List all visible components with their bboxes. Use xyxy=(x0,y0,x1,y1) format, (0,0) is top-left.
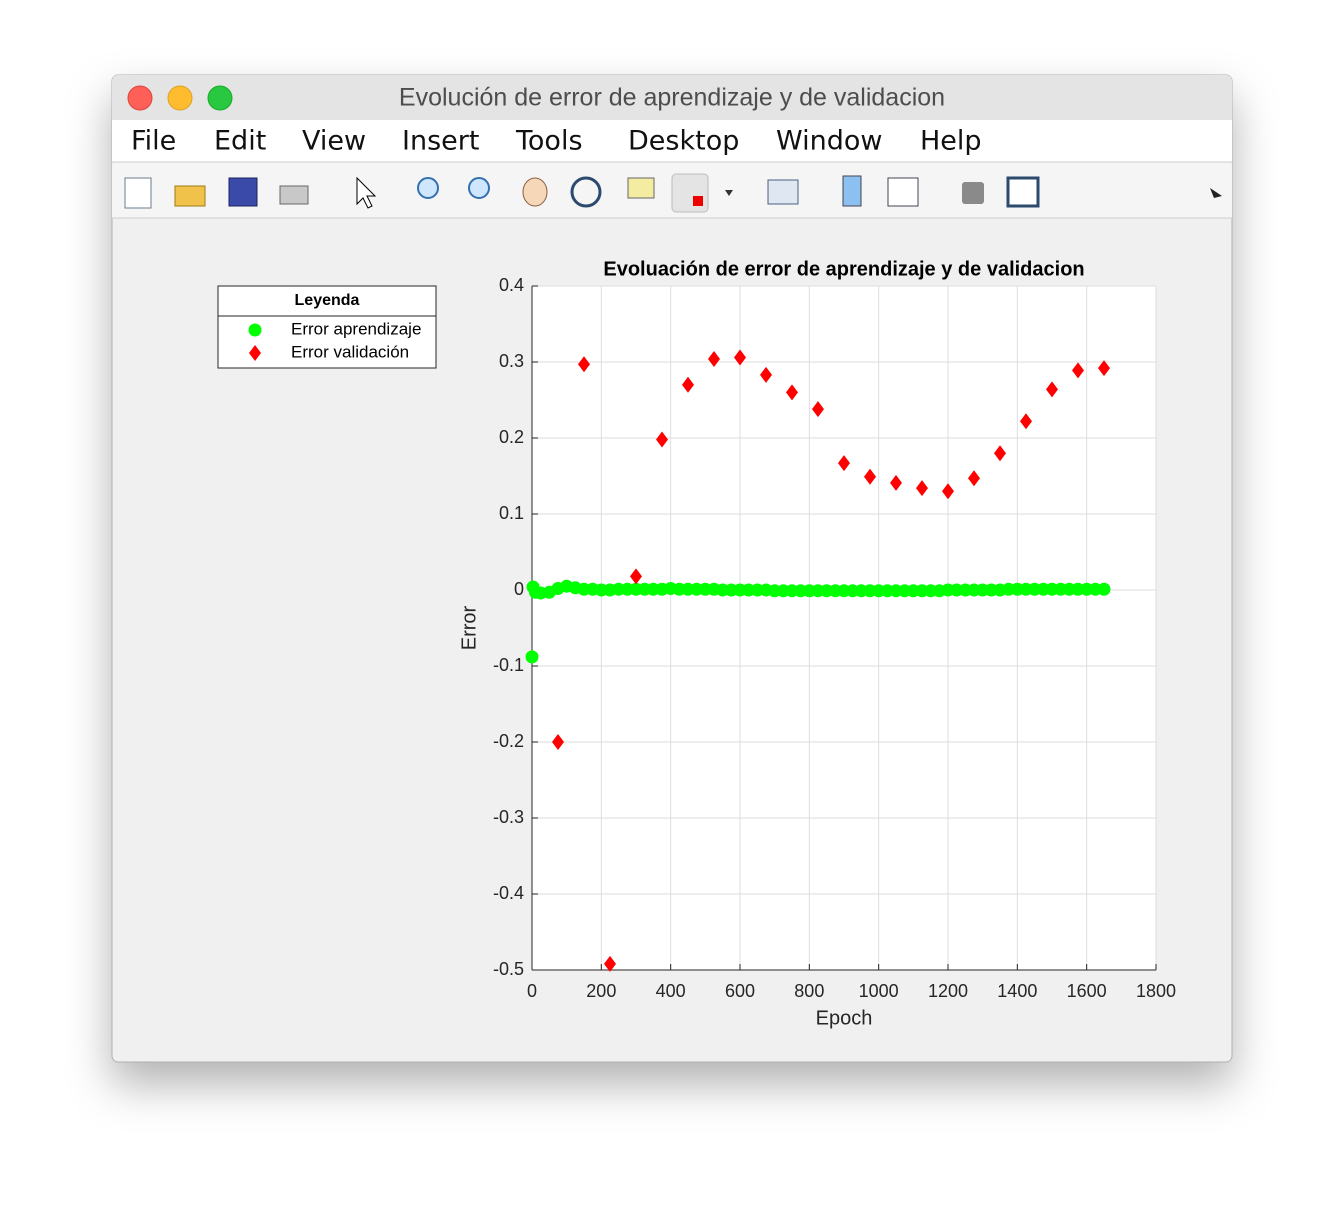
zoom-out-icon[interactable] xyxy=(468,177,490,199)
colorbar-icon[interactable] xyxy=(842,175,862,207)
legend-title: Leyenda xyxy=(295,292,360,309)
point xyxy=(656,431,668,448)
point xyxy=(838,455,850,472)
point xyxy=(760,366,772,383)
y-tick-label: -0.3 xyxy=(493,807,524,827)
point xyxy=(942,483,954,500)
link-icon[interactable] xyxy=(767,179,799,205)
legend-label: Error validación xyxy=(291,342,409,361)
print-icon[interactable] xyxy=(279,185,309,205)
axes-background xyxy=(532,286,1156,970)
save-icon[interactable] xyxy=(228,177,258,207)
zoom-in-icon[interactable] xyxy=(417,177,439,199)
zoom-button[interactable] xyxy=(207,85,233,111)
x-axis-label: Epoch xyxy=(816,1007,873,1029)
x-tick-label: 1200 xyxy=(928,981,968,1001)
datatip-icon[interactable] xyxy=(627,177,655,199)
x-tick-label: 400 xyxy=(656,981,686,1001)
point xyxy=(708,350,720,367)
y-tick-label: -0.5 xyxy=(493,959,524,979)
x-tick-label: 200 xyxy=(586,981,616,1001)
plot-tools-icon[interactable] xyxy=(1006,176,1040,208)
dock-icon[interactable] xyxy=(1210,188,1222,198)
y-axis-label: Error xyxy=(458,605,480,650)
hide-icon[interactable] xyxy=(962,182,984,204)
open-icon[interactable] xyxy=(174,185,206,207)
title-bar xyxy=(112,75,1232,120)
y-tick-label: -0.1 xyxy=(493,655,524,675)
point xyxy=(916,480,928,497)
y-tick-label: 0.2 xyxy=(499,427,524,447)
point xyxy=(552,734,564,750)
menu-item[interactable]: Edit xyxy=(214,126,266,157)
menu-bar xyxy=(112,120,1232,162)
window-title: Evolución de error de aprendizaje y de v… xyxy=(399,84,945,112)
point xyxy=(968,470,980,487)
x-tick-label: 1600 xyxy=(1067,981,1107,1001)
point xyxy=(1098,360,1110,377)
x-tick-label: 1000 xyxy=(859,981,899,1001)
point xyxy=(525,650,539,664)
point xyxy=(812,401,824,418)
menu-item[interactable]: File xyxy=(131,126,176,157)
point xyxy=(682,376,694,393)
legend-icon[interactable] xyxy=(887,177,919,207)
y-tick-label: 0.4 xyxy=(499,275,524,295)
new-icon[interactable] xyxy=(124,177,152,209)
legend: Leyenda Error aprendizaje Error validació… xyxy=(217,285,437,369)
point xyxy=(890,474,902,491)
point xyxy=(1020,413,1032,430)
x-tick-label: 1800 xyxy=(1136,981,1176,1001)
y-tick-label: 0.3 xyxy=(499,351,524,371)
point xyxy=(994,445,1006,462)
close-button[interactable] xyxy=(127,85,153,111)
menu-item[interactable]: Help xyxy=(920,126,982,157)
point xyxy=(1046,381,1058,398)
point xyxy=(630,568,642,585)
y-tick-label: -0.4 xyxy=(493,883,524,903)
pointer-icon[interactable] xyxy=(356,176,377,209)
point xyxy=(604,955,616,972)
rotate-icon[interactable] xyxy=(570,176,602,208)
y-tick-label: 0.1 xyxy=(499,503,524,523)
minimize-button[interactable] xyxy=(167,85,193,111)
y-tick-label: -0.2 xyxy=(493,731,524,751)
legend-marker xyxy=(249,345,261,361)
toolbar-icons xyxy=(124,173,1222,213)
pan-icon[interactable] xyxy=(522,177,548,207)
point xyxy=(578,356,590,373)
point xyxy=(734,349,746,366)
menu-item[interactable]: Tools xyxy=(515,126,583,157)
x-tick-label: 600 xyxy=(725,981,755,1001)
x-tick-label: 1400 xyxy=(997,981,1037,1001)
x-tick-label: 0 xyxy=(527,981,537,1001)
point xyxy=(864,468,876,485)
plot: Evoluación de error de aprendizaje y de … xyxy=(458,258,1176,1029)
point xyxy=(1072,362,1084,379)
x-tick-label: 800 xyxy=(794,981,824,1001)
chart-title: Evoluación de error de aprendizaje y de … xyxy=(603,258,1084,280)
point xyxy=(786,384,798,401)
brush-icon[interactable] xyxy=(671,173,709,213)
legend-marker xyxy=(248,323,262,337)
menu-item[interactable]: View xyxy=(302,126,366,157)
y-tick-label: 0 xyxy=(514,579,524,599)
menu-item[interactable]: Window xyxy=(776,126,882,157)
menu-item[interactable]: Desktop xyxy=(628,126,739,157)
point xyxy=(1097,582,1111,596)
menu: File Edit View Insert Tools Desktop Window Help xyxy=(131,126,982,157)
legend-label: Error aprendizaje xyxy=(291,319,421,338)
menu-item[interactable]: Insert xyxy=(402,126,479,157)
